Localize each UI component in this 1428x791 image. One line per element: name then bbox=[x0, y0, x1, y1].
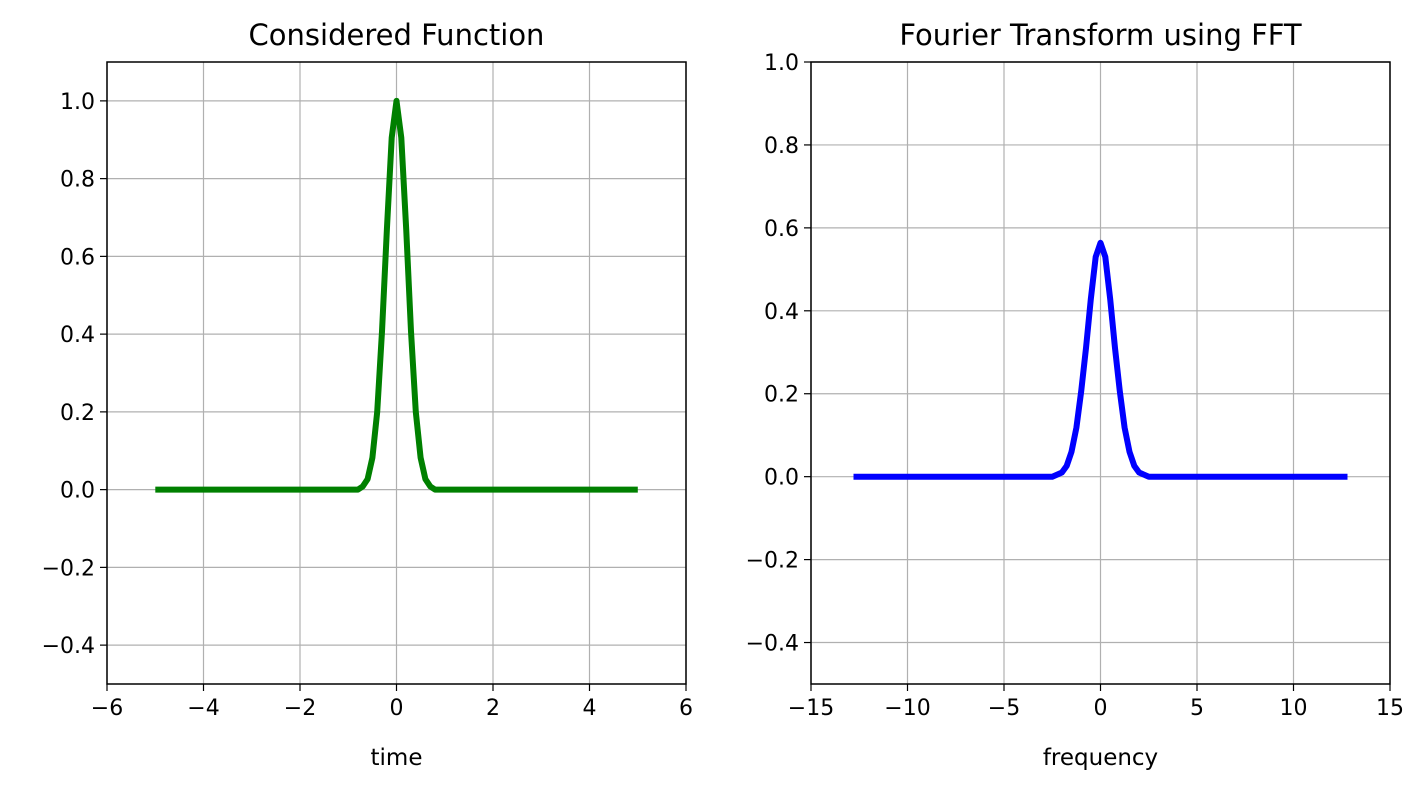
x-axis-label: time bbox=[371, 745, 423, 771]
y-tick-label: 1.0 bbox=[60, 90, 95, 115]
x-tick-label: −15 bbox=[788, 696, 834, 721]
y-tick-label: 0.0 bbox=[60, 479, 95, 504]
x-tick-label: 15 bbox=[1376, 696, 1404, 721]
y-tick-label: −0.2 bbox=[42, 556, 95, 581]
y-tick-label: −0.2 bbox=[746, 549, 799, 574]
y-tick-label: 0.2 bbox=[764, 383, 799, 408]
y-tick-label: −0.4 bbox=[42, 634, 95, 659]
ticks-layer: −15 −10 −5 0 5 10 15 −0.4 −0.2 0.0 0.2 0.4 0.6 0.8 1.0 bbox=[746, 51, 1404, 721]
x-axis-label: frequency bbox=[1043, 745, 1158, 771]
left-chart-panel: −6 −4 −2 0 2 4 6 −0.4 −0.2 0.0 0.2 0.4 0.6 0.8 1.0 Con… bbox=[42, 18, 693, 771]
grid-layer bbox=[106, 62, 687, 684]
series-line bbox=[155, 97, 638, 493]
x-tick-label: −2 bbox=[284, 696, 316, 721]
chart-title: Fourier Transform using FFT bbox=[899, 18, 1302, 52]
right-chart-panel: −15 −10 −5 0 5 10 15 −0.4 −0.2 0.0 0.2 0.4 0.6 0.8 1.0… bbox=[746, 18, 1404, 771]
x-tick-label: 0 bbox=[390, 696, 404, 721]
x-tick-label: −5 bbox=[988, 696, 1020, 721]
grid-layer bbox=[810, 61, 1391, 684]
y-tick-label: 0.2 bbox=[60, 401, 95, 426]
series-layer bbox=[155, 97, 638, 493]
x-tick-label: 4 bbox=[583, 696, 597, 721]
ticks-layer: −6 −4 −2 0 2 4 6 −0.4 −0.2 0.0 0.2 0.4 0.6 0.8 1.0 bbox=[42, 90, 693, 721]
y-tick-label: 0.0 bbox=[764, 466, 799, 491]
y-tick-label: 0.8 bbox=[60, 168, 95, 193]
x-tick-label: 5 bbox=[1190, 696, 1204, 721]
series-line bbox=[853, 239, 1348, 480]
series-layer bbox=[853, 239, 1348, 480]
x-tick-label: −6 bbox=[91, 696, 123, 721]
y-tick-label: 0.8 bbox=[764, 134, 799, 159]
y-tick-label: 0.4 bbox=[764, 300, 799, 325]
chart-title: Considered Function bbox=[249, 18, 545, 52]
y-tick-label: 0.6 bbox=[60, 245, 95, 270]
x-tick-label: 2 bbox=[486, 696, 500, 721]
y-tick-label: 1.0 bbox=[764, 51, 799, 76]
x-tick-label: 6 bbox=[679, 696, 693, 721]
x-tick-label: 0 bbox=[1094, 696, 1108, 721]
y-tick-label: 0.4 bbox=[60, 323, 95, 348]
x-tick-label: −10 bbox=[884, 696, 930, 721]
x-tick-label: 10 bbox=[1280, 696, 1308, 721]
x-tick-label: −4 bbox=[187, 696, 219, 721]
y-tick-label: 0.6 bbox=[764, 217, 799, 242]
y-tick-label: −0.4 bbox=[746, 632, 799, 657]
